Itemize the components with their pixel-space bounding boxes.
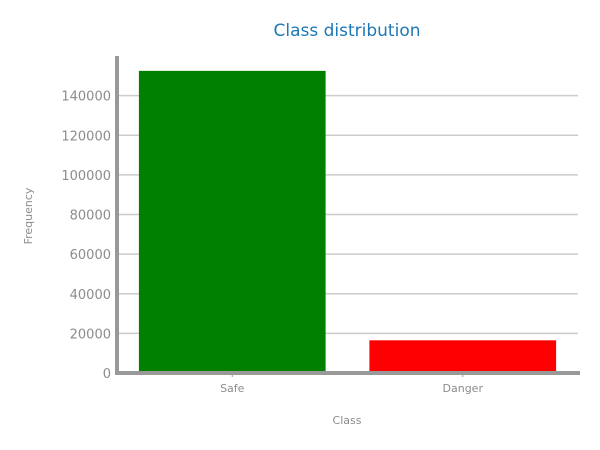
bars bbox=[138, 70, 557, 371]
chart-title: Class distribution bbox=[273, 21, 420, 41]
bar-safe bbox=[138, 70, 326, 371]
x-tick-label: Danger bbox=[443, 382, 484, 395]
y-tick-label: 120000 bbox=[61, 129, 111, 144]
y-tick-label: 0 bbox=[103, 367, 111, 382]
y-axis-label: Frequency bbox=[22, 187, 35, 244]
y-tick-label: 60000 bbox=[70, 248, 111, 263]
x-axis-label: Class bbox=[333, 414, 362, 427]
y-tick-label: 100000 bbox=[61, 169, 111, 184]
y-tick-label: 80000 bbox=[70, 209, 111, 224]
y-tick-labels: 0 20000 40000 60000 80000 100000 120000 140000 bbox=[61, 90, 111, 382]
x-tick-label: Safe bbox=[220, 382, 245, 395]
bar-danger bbox=[369, 340, 557, 371]
y-tick-label: 140000 bbox=[61, 90, 111, 105]
y-tick-label: 40000 bbox=[70, 288, 111, 303]
axes bbox=[115, 56, 580, 375]
y-tick-label: 20000 bbox=[70, 327, 111, 342]
x-tick-labels: Safe Danger bbox=[220, 373, 483, 395]
